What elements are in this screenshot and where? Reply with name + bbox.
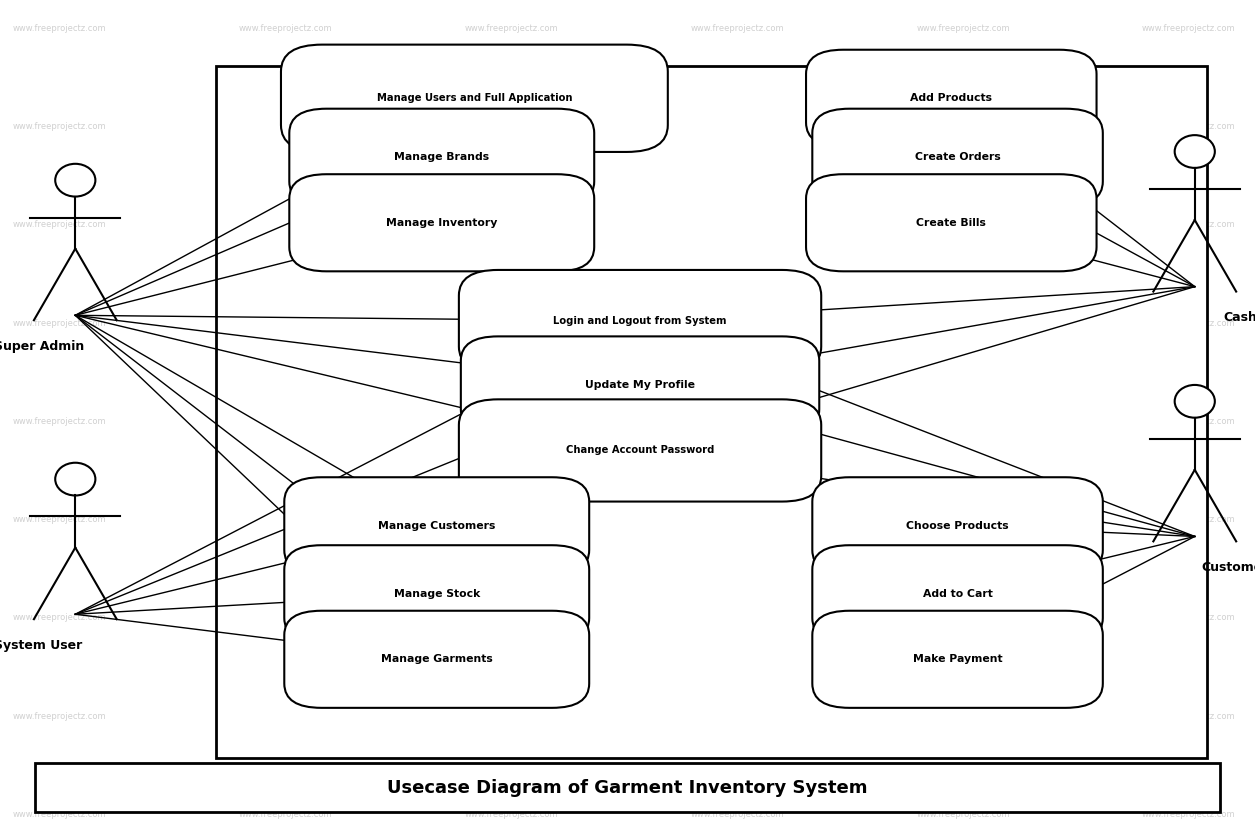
FancyBboxPatch shape (285, 545, 589, 642)
Text: Manage Brands: Manage Brands (394, 152, 489, 162)
Text: www.freeprojectz.com: www.freeprojectz.com (690, 515, 784, 524)
FancyBboxPatch shape (285, 477, 589, 574)
Ellipse shape (1175, 385, 1215, 418)
Text: www.freeprojectz.com: www.freeprojectz.com (690, 220, 784, 229)
Text: www.freeprojectz.com: www.freeprojectz.com (238, 810, 333, 819)
Text: www.freeprojectz.com: www.freeprojectz.com (1142, 319, 1236, 328)
Text: www.freeprojectz.com: www.freeprojectz.com (1142, 417, 1236, 426)
FancyBboxPatch shape (285, 611, 589, 708)
Text: Manage Users and Full Application: Manage Users and Full Application (376, 93, 572, 103)
FancyBboxPatch shape (812, 109, 1103, 206)
FancyBboxPatch shape (216, 66, 1207, 758)
FancyBboxPatch shape (290, 109, 594, 206)
Text: www.freeprojectz.com: www.freeprojectz.com (916, 810, 1010, 819)
Ellipse shape (55, 463, 95, 495)
FancyBboxPatch shape (459, 270, 821, 372)
Text: www.freeprojectz.com: www.freeprojectz.com (238, 24, 333, 33)
Text: Manage Stock: Manage Stock (394, 589, 479, 599)
Text: www.freeprojectz.com: www.freeprojectz.com (13, 613, 107, 622)
Text: www.freeprojectz.com: www.freeprojectz.com (690, 712, 784, 721)
Text: www.freeprojectz.com: www.freeprojectz.com (13, 417, 107, 426)
Text: www.freeprojectz.com: www.freeprojectz.com (690, 613, 784, 622)
Text: www.freeprojectz.com: www.freeprojectz.com (238, 613, 333, 622)
FancyBboxPatch shape (459, 400, 821, 501)
Text: www.freeprojectz.com: www.freeprojectz.com (690, 417, 784, 426)
Text: www.freeprojectz.com: www.freeprojectz.com (13, 24, 107, 33)
Text: Change Account Password: Change Account Password (566, 446, 714, 455)
Text: www.freeprojectz.com: www.freeprojectz.com (464, 122, 558, 131)
Text: www.freeprojectz.com: www.freeprojectz.com (916, 220, 1010, 229)
Text: www.freeprojectz.com: www.freeprojectz.com (13, 122, 107, 131)
Text: www.freeprojectz.com: www.freeprojectz.com (916, 417, 1010, 426)
Text: Manage Inventory: Manage Inventory (387, 218, 497, 228)
Text: www.freeprojectz.com: www.freeprojectz.com (1142, 712, 1236, 721)
Text: www.freeprojectz.com: www.freeprojectz.com (916, 515, 1010, 524)
Text: www.freeprojectz.com: www.freeprojectz.com (464, 613, 558, 622)
Text: www.freeprojectz.com: www.freeprojectz.com (464, 810, 558, 819)
Text: www.freeprojectz.com: www.freeprojectz.com (238, 417, 333, 426)
Text: www.freeprojectz.com: www.freeprojectz.com (690, 319, 784, 328)
Text: www.freeprojectz.com: www.freeprojectz.com (464, 712, 558, 721)
Text: Add Products: Add Products (910, 93, 993, 103)
Text: Create Orders: Create Orders (915, 152, 1000, 162)
Text: www.freeprojectz.com: www.freeprojectz.com (238, 220, 333, 229)
FancyBboxPatch shape (281, 44, 668, 152)
FancyBboxPatch shape (812, 545, 1103, 642)
Text: www.freeprojectz.com: www.freeprojectz.com (238, 712, 333, 721)
FancyBboxPatch shape (290, 174, 594, 271)
FancyBboxPatch shape (461, 337, 820, 433)
FancyBboxPatch shape (806, 174, 1097, 271)
Text: Make Payment: Make Payment (912, 654, 1003, 664)
Text: Super Admin: Super Admin (0, 340, 84, 353)
Text: System User: System User (0, 639, 82, 652)
Text: www.freeprojectz.com: www.freeprojectz.com (916, 712, 1010, 721)
Text: www.freeprojectz.com: www.freeprojectz.com (464, 319, 558, 328)
Text: www.freeprojectz.com: www.freeprojectz.com (916, 613, 1010, 622)
Text: www.freeprojectz.com: www.freeprojectz.com (690, 24, 784, 33)
Text: Choose Products: Choose Products (906, 521, 1009, 531)
Text: www.freeprojectz.com: www.freeprojectz.com (1142, 220, 1236, 229)
Ellipse shape (1175, 135, 1215, 168)
Text: www.freeprojectz.com: www.freeprojectz.com (464, 220, 558, 229)
Ellipse shape (55, 164, 95, 197)
Text: Manage Customers: Manage Customers (378, 521, 496, 531)
Text: www.freeprojectz.com: www.freeprojectz.com (916, 122, 1010, 131)
Text: www.freeprojectz.com: www.freeprojectz.com (13, 810, 107, 819)
Text: Manage Garments: Manage Garments (380, 654, 493, 664)
Text: www.freeprojectz.com: www.freeprojectz.com (1142, 24, 1236, 33)
Text: Add to Cart: Add to Cart (922, 589, 993, 599)
Text: www.freeprojectz.com: www.freeprojectz.com (690, 810, 784, 819)
Text: www.freeprojectz.com: www.freeprojectz.com (1142, 515, 1236, 524)
Text: Cashier: Cashier (1224, 311, 1255, 324)
Text: Customers: Customers (1201, 561, 1255, 574)
Text: www.freeprojectz.com: www.freeprojectz.com (1142, 810, 1236, 819)
Text: Create Bills: Create Bills (916, 218, 986, 228)
Text: www.freeprojectz.com: www.freeprojectz.com (238, 122, 333, 131)
Text: www.freeprojectz.com: www.freeprojectz.com (13, 712, 107, 721)
Text: Usecase Diagram of Garment Inventory System: Usecase Diagram of Garment Inventory Sys… (388, 779, 867, 797)
Text: www.freeprojectz.com: www.freeprojectz.com (13, 220, 107, 229)
FancyBboxPatch shape (806, 50, 1097, 147)
FancyBboxPatch shape (812, 477, 1103, 574)
Text: www.freeprojectz.com: www.freeprojectz.com (464, 24, 558, 33)
Text: Update My Profile: Update My Profile (585, 380, 695, 390)
Text: www.freeprojectz.com: www.freeprojectz.com (1142, 613, 1236, 622)
Text: www.freeprojectz.com: www.freeprojectz.com (916, 319, 1010, 328)
Text: www.freeprojectz.com: www.freeprojectz.com (916, 24, 1010, 33)
Text: www.freeprojectz.com: www.freeprojectz.com (13, 515, 107, 524)
Text: www.freeprojectz.com: www.freeprojectz.com (464, 515, 558, 524)
Text: www.freeprojectz.com: www.freeprojectz.com (238, 319, 333, 328)
Text: www.freeprojectz.com: www.freeprojectz.com (13, 319, 107, 328)
Text: Login and Logout from System: Login and Logout from System (553, 316, 727, 326)
Text: www.freeprojectz.com: www.freeprojectz.com (1142, 122, 1236, 131)
FancyBboxPatch shape (812, 611, 1103, 708)
Text: www.freeprojectz.com: www.freeprojectz.com (690, 122, 784, 131)
Text: www.freeprojectz.com: www.freeprojectz.com (238, 515, 333, 524)
FancyBboxPatch shape (35, 763, 1220, 812)
Text: www.freeprojectz.com: www.freeprojectz.com (464, 417, 558, 426)
